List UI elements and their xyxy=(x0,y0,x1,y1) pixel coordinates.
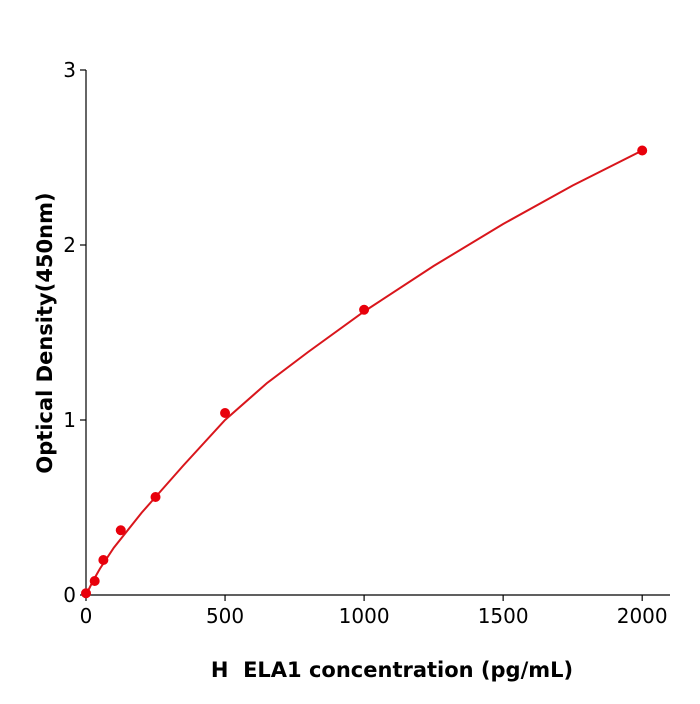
data-point xyxy=(81,588,91,599)
data-point xyxy=(115,525,126,536)
x-tick-label: 1500 xyxy=(478,604,529,628)
data-point xyxy=(637,145,648,156)
y-axis-label: Optical Density(450nm) xyxy=(33,192,57,473)
fit-curve xyxy=(85,149,643,596)
x-axis-label: H ELA1 concentration (pg/mL) xyxy=(211,658,573,682)
y-tick-label: 0 xyxy=(63,583,76,607)
y-tick-label: 3 xyxy=(63,58,76,82)
data-point xyxy=(98,555,109,565)
x-tick-label: 1000 xyxy=(339,604,390,628)
y-tick-label: 1 xyxy=(63,408,76,432)
data-point xyxy=(359,304,370,315)
x-tick-label: 0 xyxy=(80,604,93,628)
y-tick-label: 2 xyxy=(63,233,76,257)
x-tick-label: 2000 xyxy=(617,604,668,628)
data-point xyxy=(89,576,100,586)
data-point xyxy=(220,408,231,418)
x-tick-label: 500 xyxy=(206,604,244,628)
data-point xyxy=(150,492,161,502)
